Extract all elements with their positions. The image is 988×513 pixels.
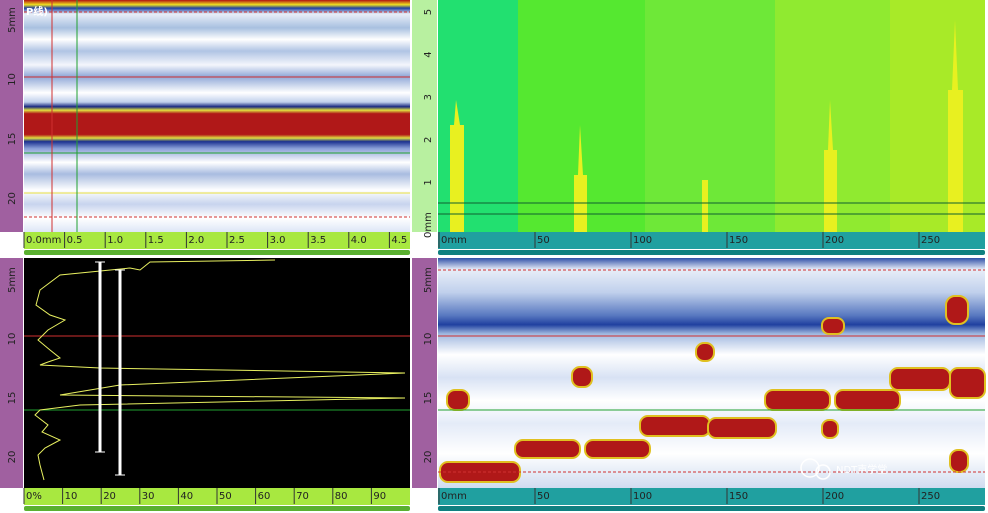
x-ruler-label: 150: [729, 235, 748, 246]
x-ruler-label: 200: [825, 235, 844, 246]
indications: [439, 295, 986, 483]
scrollbar[interactable]: [438, 506, 985, 511]
y-ruler-label: 20: [7, 451, 18, 464]
x-ruler-label: 3.0: [270, 235, 286, 246]
y-ruler-label: 10: [423, 333, 434, 346]
x-ruler-label: 1.0: [107, 235, 123, 246]
x-ruler-label: 0mm: [441, 491, 467, 502]
y-ruler-label: 0mm: [423, 212, 434, 238]
scrollbar[interactable]: [438, 250, 985, 255]
spikes: [450, 20, 963, 232]
x-ruler-label: 0.5: [67, 235, 83, 246]
y-ruler-label: 20: [423, 451, 434, 464]
y-ruler-label: 5mm: [423, 267, 434, 293]
y-ruler-label: 2: [423, 137, 434, 143]
y-ruler-label: 20: [7, 192, 18, 205]
v-ruler: [412, 258, 437, 488]
gate-bar: [98, 262, 122, 475]
h-ruler: [24, 232, 410, 249]
x-ruler-label: 150: [729, 491, 748, 502]
y-ruler-label: 15: [423, 392, 434, 405]
x-ruler-label: 90: [373, 491, 386, 502]
y-ruler-label: 3: [423, 94, 434, 100]
x-ruler-label: 80: [335, 491, 348, 502]
x-ruler-label: 100: [633, 235, 652, 246]
b-scan: [24, 0, 410, 232]
y-ruler-label: 1: [423, 179, 434, 185]
watermark-icon: [800, 458, 820, 478]
y-ruler-label: 5: [423, 9, 434, 15]
x-ruler-label: 0mm: [441, 235, 467, 246]
x-ruler-label: 40: [180, 491, 193, 502]
scrollbar[interactable]: [24, 250, 410, 255]
x-ruler-label: 2.0: [188, 235, 204, 246]
y-ruler-label: 15: [7, 133, 18, 146]
x-ruler-label: 20: [103, 491, 116, 502]
v-ruler: [0, 0, 23, 232]
x-ruler-label: 60: [258, 491, 271, 502]
c-scan-strip: [890, 0, 985, 232]
y-ruler-label: 4: [423, 51, 434, 57]
gate-cap: [95, 261, 125, 476]
x-ruler-label: 50: [537, 491, 550, 502]
x-ruler-label: 10: [65, 491, 78, 502]
a-scan-trace: [34, 259, 406, 481]
y-ruler-label: 5mm: [7, 267, 18, 293]
x-ruler-label: 70: [296, 491, 309, 502]
x-ruler-label: 3.5: [310, 235, 326, 246]
x-ruler-label: 4.5: [391, 235, 407, 246]
y-ruler-label: 5mm: [7, 7, 18, 33]
x-ruler-label: 100: [633, 491, 652, 502]
scrollbar[interactable]: [24, 506, 410, 511]
panel-title: P线): [26, 5, 48, 18]
x-ruler-label: 200: [825, 491, 844, 502]
v-ruler: [412, 0, 437, 232]
y-ruler-label: 15: [7, 392, 18, 405]
y-ruler-label: 10: [7, 333, 18, 346]
y-ruler-label: 10: [7, 73, 18, 86]
h-ruler: [438, 232, 985, 249]
x-ruler-label: 4.0: [351, 235, 367, 246]
x-ruler-label: 0.0mm: [26, 235, 61, 246]
x-ruler-label: 0%: [26, 491, 42, 502]
watermark-icon: [815, 464, 831, 480]
x-ruler-label: 50: [219, 491, 232, 502]
x-ruler-label: 1.5: [148, 235, 164, 246]
x-ruler-label: 30: [142, 491, 155, 502]
a-scan: [24, 258, 410, 488]
x-ruler-label: 50: [537, 235, 550, 246]
watermark: NDT声学堂: [836, 463, 887, 476]
h-ruler: [438, 488, 985, 505]
c-scan-strip: [645, 0, 775, 232]
x-ruler-label: 250: [921, 491, 940, 502]
x-ruler-label: 2.5: [229, 235, 245, 246]
x-ruler-label: 250: [921, 235, 940, 246]
v-ruler: [0, 258, 23, 488]
